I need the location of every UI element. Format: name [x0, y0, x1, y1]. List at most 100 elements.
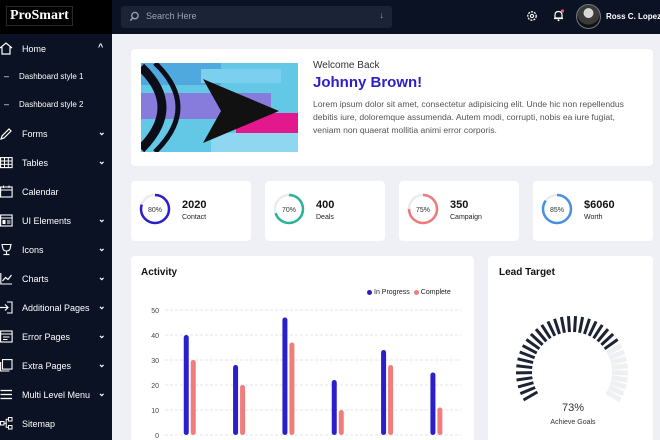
sidebar-item-error-pages[interactable]: Error Pages ⌄ — [0, 323, 112, 351]
chevron-up-icon: ^ — [98, 42, 104, 52]
sidebar-item-ui-elements[interactable]: UI Elements ⌄ — [0, 207, 112, 235]
logo[interactable]: ProSmart — [0, 0, 112, 34]
gauge-tick-filled — [525, 338, 541, 351]
gauge-tick-filled — [587, 320, 598, 337]
avatar[interactable] — [576, 4, 601, 29]
y-tick-label: 30 — [151, 358, 159, 365]
sidebar-item-tables[interactable]: Tables ⌄ — [0, 149, 112, 177]
activity-card: Activity In Progress Complete 0 10 20 30 40 50 — [131, 256, 474, 440]
gauge-tick-empty — [610, 356, 628, 365]
gauge-tick-filled — [517, 357, 534, 365]
sidebar-item-multi-level-menu[interactable]: Multi Level Menu ⌄ — [0, 381, 112, 409]
y-tick-label: 10 — [151, 408, 159, 415]
stat-label: Worth — [584, 214, 603, 221]
gauge-tick-filled — [583, 318, 591, 335]
bar-complete[interactable] — [388, 365, 394, 435]
sidebar-item-sitemap[interactable]: Sitemap — [0, 410, 112, 438]
brand-name: ProSmart — [6, 6, 73, 26]
hero-illustration — [141, 63, 298, 152]
gauge-tick-filled — [529, 332, 544, 346]
bar-in-progress[interactable] — [430, 372, 436, 436]
sidebar-item-forms[interactable]: Forms ⌄ — [0, 120, 112, 148]
stat-percent: 70% — [281, 207, 296, 214]
gauge-tick-filled — [516, 364, 533, 370]
chevron-down-icon: ⌄ — [98, 272, 106, 282]
bar-complete[interactable] — [190, 360, 196, 435]
chevron-down-icon: ⌄ — [98, 330, 106, 340]
gauge-label: Achieve Goals — [550, 419, 596, 426]
trophy-icon — [1, 243, 12, 256]
sidebar-item-charts[interactable]: Charts ⌄ — [0, 265, 112, 293]
sidebar-item-calendar[interactable]: Calendar — [0, 178, 112, 206]
top-bar: ProSmart Search Here ↓ Ross C. Lopez — [0, 0, 660, 34]
bar-complete[interactable] — [437, 407, 443, 436]
chevron-down-icon: ⌄ — [98, 388, 106, 398]
chevron-down-icon: ⌄ — [98, 301, 106, 311]
lead-gauge — [515, 316, 629, 403]
stat-percent: 85% — [549, 207, 564, 214]
gauge-percent: 73% — [561, 402, 585, 414]
progress-ring — [273, 193, 305, 225]
chevron-down-icon: ⌄ — [98, 214, 106, 224]
calendar-icon — [0, 185, 13, 198]
menu-icon — [0, 389, 12, 400]
chevron-down-icon: ⌄ — [98, 359, 106, 369]
stat-card-contact: 80% 2020 Contact — [131, 181, 251, 241]
gauge-tick-empty — [608, 349, 626, 361]
pages-icon — [0, 359, 13, 372]
sidebar-item-icons[interactable]: Icons ⌄ — [0, 236, 112, 264]
bell-icon[interactable] — [552, 9, 565, 22]
lead-target-card: Lead Target 73% Achieve Goals — [488, 256, 653, 440]
search-icon — [129, 11, 139, 22]
bar-in-progress[interactable] — [183, 335, 189, 435]
chevron-down-icon: ⌄ — [98, 243, 106, 253]
sidebar-item-home[interactable]: Home ^ — [0, 35, 112, 63]
stat-percent: 75% — [415, 207, 430, 214]
legend-in-progress[interactable]: In Progress — [367, 289, 410, 296]
search-placeholder: Search Here — [146, 11, 197, 21]
gauge-tick-empty — [611, 375, 628, 383]
gauge-tick-filled — [596, 328, 610, 343]
table-icon — [0, 157, 13, 169]
lead-title: Lead Target — [499, 267, 555, 278]
gauge-tick-filled — [603, 338, 619, 351]
bar-in-progress[interactable] — [331, 380, 337, 435]
stat-value: 400 — [316, 199, 335, 211]
bar-complete[interactable] — [240, 385, 246, 435]
chevron-down-icon: ⌄ — [98, 127, 106, 137]
gauge-tick-filled — [553, 318, 561, 335]
gauge-tick-filled — [519, 350, 536, 360]
bar-in-progress[interactable] — [233, 365, 239, 435]
gauge-tick-filled — [566, 316, 571, 333]
settings-icon[interactable] — [526, 10, 538, 22]
legend-complete[interactable]: Complete — [413, 289, 451, 296]
search-input[interactable]: Search Here ↓ — [121, 6, 392, 28]
layout-icon — [0, 214, 13, 227]
user-name[interactable]: Ross C. Lopez — [606, 12, 660, 21]
bar-in-progress[interactable] — [282, 317, 288, 436]
stat-label: Deals — [316, 214, 334, 221]
sitemap-icon — [0, 417, 13, 430]
progress-ring — [541, 193, 573, 225]
bar-complete[interactable] — [338, 410, 344, 435]
home-icon — [0, 42, 13, 55]
gauge-tick-empty — [611, 363, 628, 371]
gauge-tick-filled — [546, 320, 557, 337]
stat-label: Contact — [182, 214, 207, 221]
activity-chart: 0 10 20 30 40 50 — [151, 308, 461, 440]
sidebar-item-additional-pages[interactable]: Additional Pages ⌄ — [0, 294, 112, 322]
sidebar-subitem-dashboard-2[interactable]: – Dashboard style 2 — [4, 99, 84, 109]
sidebar-subitem-dashboard-1[interactable]: – Dashboard style 1 — [4, 71, 84, 81]
gauge-tick-filled — [540, 324, 552, 340]
sidebar-item-extra-pages[interactable]: Extra Pages ⌄ — [0, 352, 112, 380]
bar-in-progress[interactable] — [381, 350, 387, 435]
stat-card-campaign: 75% 350 Campaign — [399, 181, 519, 241]
gauge-tick-filled — [534, 328, 548, 343]
progress-ring — [139, 193, 171, 225]
y-tick-label: 20 — [151, 383, 159, 390]
gauge-tick-filled — [516, 376, 533, 382]
gauge-tick-filled — [517, 381, 534, 389]
welcome-name: Johnny Brown! — [313, 74, 423, 91]
gauge-tick-filled — [578, 316, 585, 334]
bar-complete[interactable] — [289, 342, 295, 436]
